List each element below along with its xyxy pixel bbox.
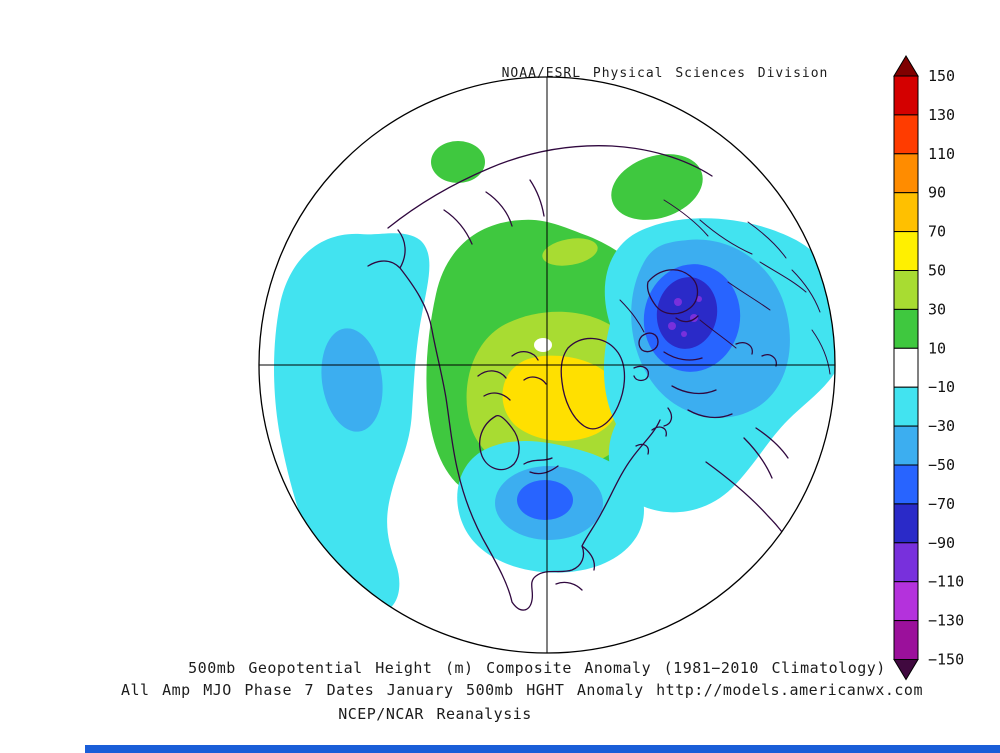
colorbar-svg: 150 130 110 90 70 50 30 10 −10 −30 −50 −70 −90 −110 −1… bbox=[893, 55, 964, 681]
colorbar-tick-label: −30 bbox=[928, 417, 955, 435]
colorbar-segment bbox=[893, 270, 919, 310]
colorbar-tick-label: −110 bbox=[928, 573, 964, 591]
colorbar-segment bbox=[893, 75, 919, 116]
colorbar-tick-label: 130 bbox=[928, 106, 955, 124]
colorbar-tick-label: 90 bbox=[928, 184, 946, 202]
colorbar-segment bbox=[893, 153, 919, 194]
colorbar-tick-label: 10 bbox=[928, 339, 946, 357]
colorbar-segment bbox=[893, 464, 919, 505]
country-borders bbox=[619, 199, 831, 375]
anomaly-green-siberia bbox=[431, 141, 485, 183]
colorbar-segment bbox=[893, 386, 919, 427]
anomaly-seus-blue bbox=[517, 480, 573, 520]
caption-reanalysis: NCEP/NCAR Reanalysis bbox=[338, 705, 532, 723]
colorbar-tick-label: −150 bbox=[928, 651, 964, 669]
colorbar-segment bbox=[893, 503, 919, 544]
colorbar-tick-label: 70 bbox=[928, 223, 946, 241]
map-boundary-circle bbox=[258, 76, 836, 654]
colorbar-arrow-bottom bbox=[893, 659, 919, 681]
coastlines-eurasia bbox=[387, 145, 799, 557]
anomaly-green-russia bbox=[611, 154, 703, 220]
colorbar-tick-label: 30 bbox=[928, 300, 946, 318]
colorbar-tick-label: −90 bbox=[928, 534, 955, 552]
anomaly-white-hole bbox=[534, 338, 552, 352]
colorbar-segment bbox=[893, 114, 919, 155]
colorbar-segment bbox=[893, 581, 919, 622]
anomaly-pacific-core bbox=[321, 328, 383, 432]
colorbar-segment bbox=[893, 231, 919, 272]
caption-climatology: 500mb Geopotential Height (m) Composite … bbox=[188, 659, 886, 677]
caption-composite-info: All Amp MJO Phase 7 Dates January 500mb … bbox=[121, 681, 923, 699]
colorbar-segment bbox=[893, 308, 919, 349]
colorbar-tick-label: −50 bbox=[928, 456, 955, 474]
colorbar-segment bbox=[893, 425, 919, 466]
map-title: NOAA/ESRL Physical Sciences Division bbox=[501, 66, 829, 81]
colorbar: 150 130 110 90 70 50 30 10 −10 −30 −50 −70 −90 −110 −1… bbox=[886, 50, 996, 710]
colorbar-segment bbox=[893, 542, 919, 583]
anomaly-europe-darkblue bbox=[656, 277, 718, 349]
bottom-blue-divider bbox=[85, 745, 1000, 753]
colorbar-arrow-top bbox=[893, 55, 919, 77]
colorbar-tick-label: 110 bbox=[928, 145, 955, 163]
colorbar-tick-label: −130 bbox=[928, 612, 964, 630]
colorbar-tick-label: 50 bbox=[928, 262, 946, 280]
colorbar-segment bbox=[893, 347, 919, 388]
anomaly-yellowgreen-top-patch bbox=[542, 238, 598, 266]
colorbar-segment bbox=[893, 192, 919, 233]
colorbar-tick-label: 150 bbox=[928, 67, 955, 85]
colorbar-tick-label: −70 bbox=[928, 495, 955, 513]
coastlines-americas bbox=[367, 229, 667, 611]
colorbar-tick-label: −10 bbox=[928, 378, 955, 396]
colorbar-segment bbox=[893, 620, 919, 660]
